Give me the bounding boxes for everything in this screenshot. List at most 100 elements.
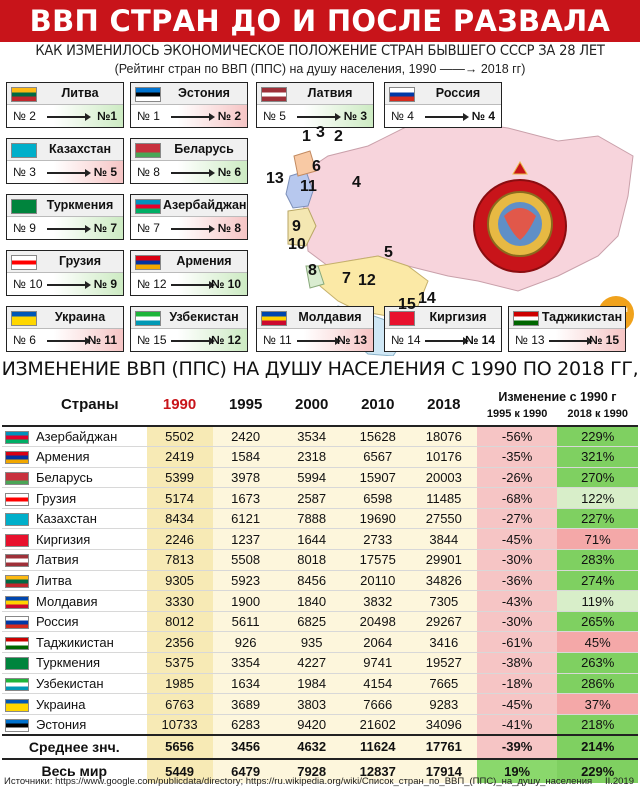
value-cell: 34826 [410, 570, 477, 592]
change-2018-cell: 227% [557, 508, 638, 530]
summary-row-avg: Среднее знч. 5656 3456 4632 11624 17761 -39%… [2, 733, 638, 759]
arrow-icon [171, 113, 215, 120]
table-row: Молдавия 3330 1900 1840 3832 7305 -43% 119% [2, 590, 638, 612]
change-2018-cell: 274% [557, 570, 638, 592]
value-cell: 2318 [278, 446, 345, 468]
flag-cell [2, 570, 33, 592]
flag-icon [11, 143, 37, 158]
summary-value: 17761 [410, 733, 477, 759]
map-number: 12 [358, 272, 376, 289]
value-cell: 1984 [278, 673, 345, 695]
arrow-icon [47, 113, 91, 120]
value-cell: 2587 [278, 487, 345, 509]
change-1995-cell: -30% [476, 549, 558, 571]
card-rank-2018: №1 [96, 109, 117, 123]
header-1990: 1990 [146, 384, 213, 427]
rank-card-7: Азербайджан № 7 № 8 [130, 194, 248, 240]
value-cell: 6283 [212, 714, 279, 736]
map-ukraine [287, 207, 317, 247]
change-1995-cell: -18% [476, 673, 558, 695]
value-cell: 1237 [212, 528, 279, 551]
value-cell: 29901 [410, 549, 477, 571]
card-rank-2018: № 10 [210, 277, 241, 291]
change-2018-cell: 122% [557, 487, 638, 509]
change-1995-cell: -68% [476, 487, 558, 509]
value-cell: 15907 [344, 467, 411, 489]
card-rank-1990: № 7 [137, 221, 160, 235]
value-cell: 3330 [146, 590, 213, 612]
value-cell: 5502 [146, 426, 213, 448]
header-countries: Страны [32, 384, 147, 427]
summary-value: 7928 [278, 757, 345, 783]
summary-value: 3456 [212, 733, 279, 759]
flag-cell [2, 508, 33, 530]
map-number: 2 [334, 128, 343, 145]
rank-card-11: Узбекистан № 15 № 12 [130, 306, 248, 352]
card-rank-1990: № 11 [263, 333, 292, 347]
card-country-name: Эстония [178, 86, 230, 100]
flag-cell [2, 426, 33, 448]
value-cell: 8012 [146, 611, 213, 633]
arrow-icon [549, 337, 593, 344]
sources: Источники: https://www.google.com/public… [4, 776, 593, 787]
summary-row-world: Весь мир 5449 6479 7928 12837 17914 19% 229% [2, 757, 638, 783]
summary-change-1995: 19% [476, 757, 558, 783]
table-row: Узбекистан 1985 1634 1984 4154 7665 -18% 286… [2, 673, 638, 695]
value-cell: 2064 [344, 631, 411, 654]
country-name: Беларусь [32, 467, 147, 489]
value-cell: 21602 [344, 714, 411, 736]
arrow-icon [171, 337, 215, 344]
value-cell: 18076 [410, 426, 477, 448]
header-2010: 2010 [344, 384, 411, 427]
value-cell: 8434 [146, 508, 213, 530]
table-row: Латвия 7813 5508 8018 17575 29901 -30% 283% [2, 549, 638, 571]
arrow-icon [425, 113, 469, 120]
value-cell: 9420 [278, 714, 345, 736]
value-cell: 8018 [278, 549, 345, 571]
value-cell: 9305 [146, 570, 213, 592]
card-country-name: Латвия [307, 86, 353, 100]
country-name: Казахстан [32, 508, 147, 530]
value-cell: 4227 [278, 652, 345, 674]
card-country-name: Молдавия [298, 310, 362, 324]
flag-icon [5, 677, 29, 691]
value-cell: 7813 [146, 549, 213, 571]
value-cell: 2356 [146, 631, 213, 654]
value-cell: 935 [278, 631, 345, 654]
card-country-name: Узбекистан [169, 310, 239, 324]
value-cell: 5508 [212, 549, 279, 571]
card-country-name: Грузия [58, 254, 102, 268]
flag-cell [2, 631, 33, 654]
value-cell: 1985 [146, 673, 213, 695]
value-cell: 2246 [146, 528, 213, 551]
card-rank-2018: № 9 [93, 277, 117, 291]
value-cell: 8456 [278, 570, 345, 592]
card-rank-2018: № 15 [588, 333, 619, 347]
country-name: Грузия [32, 487, 147, 509]
header-2018: 2018 [410, 384, 477, 427]
value-cell: 3844 [410, 528, 477, 551]
change-2018-cell: 270% [557, 467, 638, 489]
change-2018-cell: 71% [557, 528, 638, 551]
value-cell: 9741 [344, 652, 411, 674]
arrow-icon [171, 281, 215, 288]
country-name: Узбекистан [32, 673, 147, 695]
table-row: Таджикистан 2356 926 935 2064 3416 -61% 45% [2, 631, 638, 654]
flag-icon [5, 513, 29, 527]
summary-change-2018: 214% [557, 733, 638, 759]
country-name: Литва [32, 570, 147, 592]
rank-card-6: Туркмения № 9 № 7 [6, 194, 124, 240]
flag-icon [11, 255, 37, 270]
change-2018-cell: 37% [557, 693, 638, 715]
ussr-map: GRAPH STAT [285, 120, 634, 356]
rank-card-12: Молдавия № 11 № 13 [256, 306, 374, 352]
flag-icon [5, 657, 29, 671]
arrow-icon [47, 281, 91, 288]
value-cell: 5375 [146, 652, 213, 674]
summary-label: Среднее знч. [2, 733, 147, 759]
change-2018-cell: 119% [557, 590, 638, 612]
map-number: 9 [292, 218, 301, 235]
rank-card-10: Украина № 6 № 11 [6, 306, 124, 352]
value-cell: 11485 [410, 487, 477, 509]
card-rank-2018: № 11 [87, 333, 117, 347]
